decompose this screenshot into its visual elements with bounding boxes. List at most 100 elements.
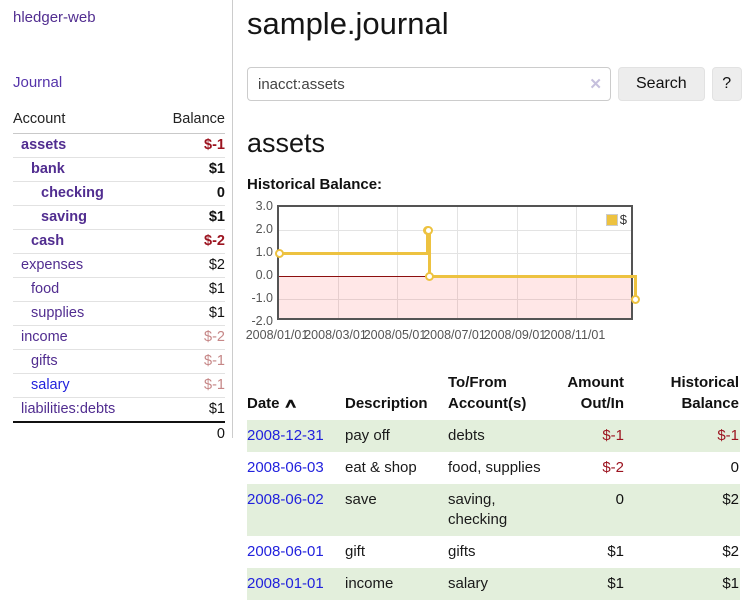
account-link[interactable]: income	[21, 329, 68, 345]
account-row: liabilities:debts $1	[13, 398, 225, 421]
account-balance: $1	[208, 281, 225, 297]
account-link[interactable]: food	[31, 281, 60, 297]
transaction-balance-cell: 0	[730, 459, 739, 476]
account-link[interactable]: cash	[31, 233, 65, 249]
account-link[interactable]: saving	[41, 209, 87, 225]
y-axis-tick-label: -2.0	[251, 314, 273, 328]
chart-legend: $	[605, 212, 627, 227]
account-balance: $2	[208, 257, 225, 273]
account-balance: $-1	[204, 377, 225, 393]
data-point-marker	[423, 225, 433, 235]
account-link[interactable]: bank	[31, 161, 65, 177]
account-heading: assets	[247, 128, 326, 158]
transaction-date-cell: 2008-01-01	[247, 568, 345, 600]
account-row: gifts $-1	[13, 350, 225, 374]
x-axis-tick-label: 2008/01/01	[245, 328, 309, 342]
account-row: bank $1	[13, 158, 225, 182]
transaction-description-cell: gift	[345, 543, 366, 560]
chart-title: Historical Balance:	[247, 176, 383, 193]
app-brand-link[interactable]: hledger-web	[13, 9, 96, 26]
sidebar-item-journal[interactable]: Journal	[13, 74, 63, 91]
data-point-marker	[274, 248, 284, 258]
y-axis-tick-label: 2.0	[255, 222, 273, 236]
account-link[interactable]: assets	[21, 137, 67, 153]
sidebar: hledger-web Journal Account Balance asse…	[0, 0, 233, 442]
transaction-description-cell: pay off	[345, 427, 390, 444]
transaction-amount-cell: 0	[615, 491, 624, 508]
account-link[interactable]: supplies	[31, 305, 85, 321]
transaction-date-cell: 2008-06-03	[247, 452, 345, 484]
account-column-header: Account	[13, 111, 66, 127]
transaction-accounts-cell: saving, checking	[448, 491, 508, 528]
register-row: 2008-01-01 income salary $1 $1	[247, 568, 740, 600]
account-row: cash $-2	[13, 230, 225, 254]
page-title: sample.journal	[247, 6, 449, 41]
vertical-gridline	[516, 207, 518, 318]
accounts-total-row: 0	[13, 421, 225, 445]
x-axis-tick-label: 2008/07/01	[423, 328, 486, 342]
column-header-date[interactable]: Date ∧	[247, 395, 298, 412]
account-balance: $-2	[204, 233, 225, 249]
y-axis-tick-label: 1.0	[255, 245, 273, 259]
series-line-segment	[279, 251, 429, 255]
account-link[interactable]: salary	[31, 377, 70, 393]
transaction-amount-cell: $1	[607, 543, 624, 560]
account-link[interactable]: liabilities:debts	[21, 401, 116, 417]
transaction-date-link[interactable]: 2008-06-01	[247, 543, 324, 560]
transaction-amount-cell: $-2	[602, 459, 624, 476]
series-line-segment	[429, 274, 637, 278]
x-axis-tick-label: 2008/11/01	[543, 328, 606, 342]
account-row: salary $-1	[13, 374, 225, 398]
account-row: checking 0	[13, 182, 225, 206]
account-row: income $-2	[13, 326, 225, 350]
accounts-table-header: Account Balance	[13, 109, 225, 134]
transaction-description-cell: save	[345, 491, 377, 508]
main-content: sample.journal ✕ Search ? assets Histori…	[234, 0, 742, 600]
account-link[interactable]: checking	[41, 185, 104, 201]
horizontal-gridline	[279, 230, 631, 231]
x-axis-tick-label: 2008/09/01	[483, 328, 547, 342]
transaction-date-link[interactable]: 2008-06-02	[247, 491, 324, 508]
chart-plot-area: $	[274, 205, 640, 320]
search-button[interactable]: Search	[618, 67, 705, 101]
accounts-total-value: 0	[216, 426, 225, 442]
transaction-date-link[interactable]: 2008-06-03	[247, 459, 324, 476]
help-button[interactable]: ?	[711, 67, 742, 101]
account-row: food $1	[13, 278, 225, 302]
legend-series-label: $	[619, 212, 627, 227]
x-axis-tick-label: 2008/03/01	[304, 328, 367, 342]
transaction-description-cell: eat & shop	[345, 459, 417, 476]
account-balance: $1	[208, 161, 225, 177]
column-header-historical: Historical Balance	[670, 374, 739, 412]
transaction-date-link[interactable]: 2008-12-31	[247, 427, 324, 444]
account-link[interactable]: expenses	[21, 257, 84, 273]
clear-search-icon[interactable]: ✕	[589, 76, 602, 93]
search-input[interactable]	[247, 67, 611, 101]
series-line-segment	[633, 274, 637, 301]
transaction-amount-cell: $1	[607, 575, 624, 592]
accounts-table: Account Balance assets $-1 bank $1 checking 0…	[13, 109, 225, 445]
register-table: Date ∧ Description To/From Account(s) Amount O…	[247, 370, 740, 600]
x-axis-tick-label: 2008/05/01	[363, 328, 427, 342]
column-header-description: Description	[345, 395, 428, 412]
register-row: 2008-06-03 eat & shop food, supplies $-2 0	[247, 452, 740, 484]
transaction-date-cell: 2008-06-01	[247, 536, 345, 568]
register-row: 2008-12-31 pay off debts $-1 $-1	[247, 420, 740, 452]
register-row: 2008-06-01 gift gifts $1 $2	[247, 536, 740, 568]
account-row: supplies $1	[13, 302, 225, 326]
historical-balance-chart: $ 3.0 2.0 1.0 0.0 -1.0 -2.0 2008/01/01 2008/03/…	[246, 199, 742, 351]
vertical-gridline	[576, 207, 578, 318]
register-row: 2008-06-02 save saving, checking 0 $2	[247, 484, 740, 536]
transaction-amount-cell: $-1	[602, 427, 624, 444]
y-axis-tick-label: -1.0	[251, 291, 273, 305]
account-balance: $-1	[204, 353, 225, 369]
vertical-gridline	[456, 207, 458, 318]
account-balance: $-2	[204, 329, 225, 345]
series-line-segment	[425, 228, 429, 255]
account-balance: $-1	[204, 137, 225, 153]
account-link[interactable]: gifts	[31, 353, 58, 369]
transaction-date-cell: 2008-06-02	[247, 484, 345, 536]
balance-column-header: Balance	[172, 111, 225, 127]
horizontal-gridline	[279, 299, 631, 300]
transaction-date-link[interactable]: 2008-01-01	[247, 575, 324, 592]
